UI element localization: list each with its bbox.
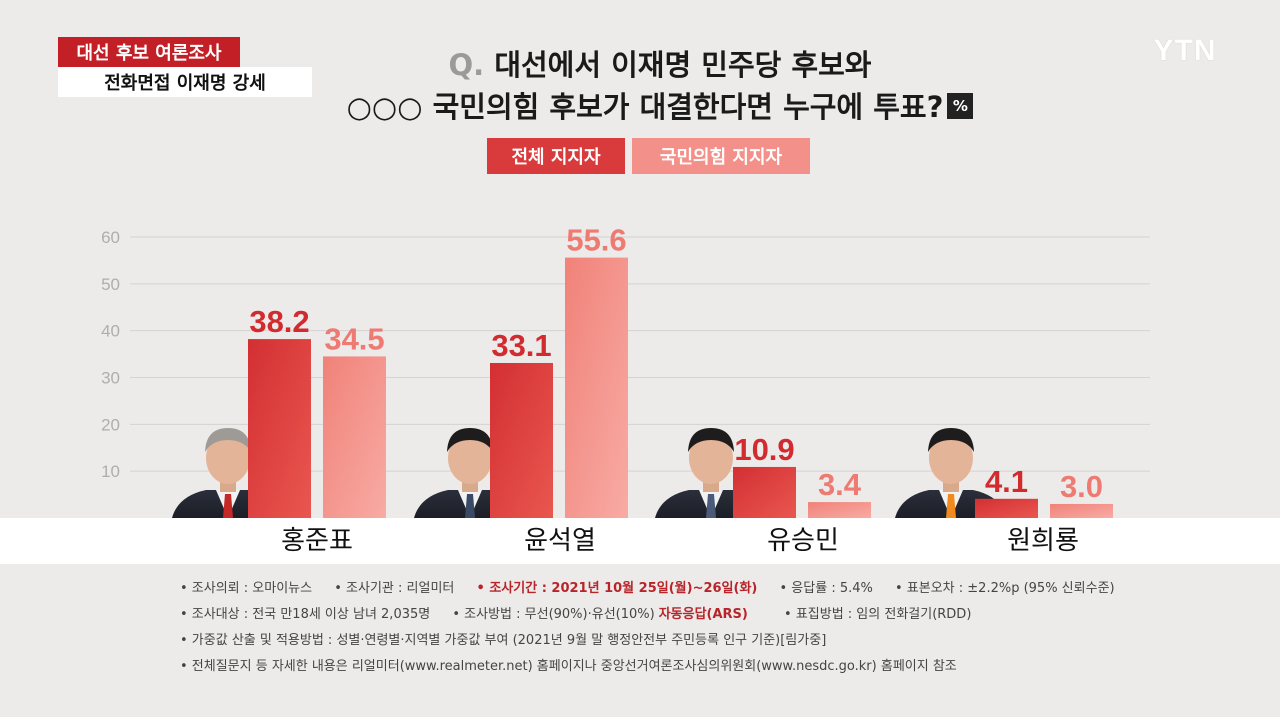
y-tick-label: 20 <box>101 415 120 434</box>
question-title: Q. 대선에서 이재명 민주당 후보와 ○○○ 국민의힘 후보가 대결한다면 누… <box>280 44 1040 128</box>
y-tick-label: 50 <box>101 275 120 294</box>
notes-row-4: • 전체질문지 등 자세한 내용은 리얼미터(www.realmeter.net… <box>180 659 957 674</box>
bar-all-0 <box>248 339 311 518</box>
notes-row-2: • 조사대상 : 전국 만18세 이상 남녀 2,035명 • 조사방법 : 무… <box>180 602 1240 628</box>
note-sponsor: • 조사의뢰 : 오마이뉴스 <box>180 581 313 596</box>
unit-badge: % <box>947 93 974 119</box>
note-response-rate: • 응답률 : 5.4% <box>779 581 873 596</box>
note-period: • 조사기간 : 2021년 10월 25일(월)~26일(화) <box>476 581 758 596</box>
note-method: • 조사방법 : 무선(90%)·유선(10%) <box>452 607 655 622</box>
y-tick-label: 40 <box>101 322 120 341</box>
legend-series-ppp: 국민의힘 지지자 <box>632 138 810 174</box>
bar-value-label: 34.5 <box>324 321 384 356</box>
y-tick-label: 10 <box>101 462 120 481</box>
bar-ppp-0 <box>323 356 386 518</box>
note-sampling: • 표집방법 : 임의 전화걸기(RDD) <box>784 607 972 622</box>
survey-notes: • 조사의뢰 : 오마이뉴스 • 조사기관 : 리얼미터 • 조사기간 : 20… <box>180 576 1240 680</box>
question-line2: ○○○ 국민의힘 후보가 대결한다면 누구에 투표? <box>346 90 944 124</box>
note-method-highlight: 자동응답(ARS) <box>658 607 748 622</box>
broadcaster-logo: YTN <box>1153 34 1217 67</box>
candidate-name-strip <box>0 518 1280 564</box>
bar-ppp-2 <box>808 502 871 518</box>
bar-value-label: 4.1 <box>985 464 1028 499</box>
note-target: • 조사대상 : 전국 만18세 이상 남녀 2,035명 <box>180 607 431 622</box>
y-tick-label: 60 <box>101 228 120 247</box>
bar-value-label: 3.0 <box>1060 469 1103 504</box>
candidate-photo-0 <box>172 428 284 518</box>
bar-value-label: 3.4 <box>818 467 862 502</box>
bar-value-label: 33.1 <box>491 328 551 363</box>
subheadline-tag: 전화면접 이재명 강세 <box>58 67 312 97</box>
bar-ppp-1 <box>565 257 628 518</box>
category-label-hong: 홍준표 <box>281 526 353 556</box>
note-margin: • 표본오차 : ±2.2%p (95% 신뢰수준) <box>895 581 1115 596</box>
bar-value-label: 55.6 <box>566 223 626 258</box>
category-label-yoo: 유승민 <box>767 526 839 556</box>
y-tick-label: 30 <box>101 369 120 388</box>
note-agency: • 조사기관 : 리얼미터 <box>334 581 455 596</box>
bar-ppp-3 <box>1050 503 1113 518</box>
question-prefix: Q. <box>448 48 485 82</box>
category-label-won: 원희룡 <box>1007 526 1079 556</box>
category-label-yoon: 윤석열 <box>524 526 596 556</box>
bar-all-1 <box>490 362 553 518</box>
notes-row-3: • 가중값 산출 및 적용방법 : 성별·연령별·지역별 가중값 부여 (202… <box>180 633 827 648</box>
legend-series-all: 전체 지지자 <box>487 138 625 174</box>
bar-all-3 <box>975 498 1038 518</box>
bar-all-2 <box>733 466 796 518</box>
bar-value-label: 10.9 <box>734 432 794 467</box>
bar-value-label: 38.2 <box>249 304 309 339</box>
notes-row-1: • 조사의뢰 : 오마이뉴스 • 조사기관 : 리얼미터 • 조사기간 : 20… <box>180 576 1240 602</box>
headline-tag: 대선 후보 여론조사 <box>58 37 240 67</box>
question-line1: 대선에서 이재명 민주당 후보와 <box>494 48 872 82</box>
